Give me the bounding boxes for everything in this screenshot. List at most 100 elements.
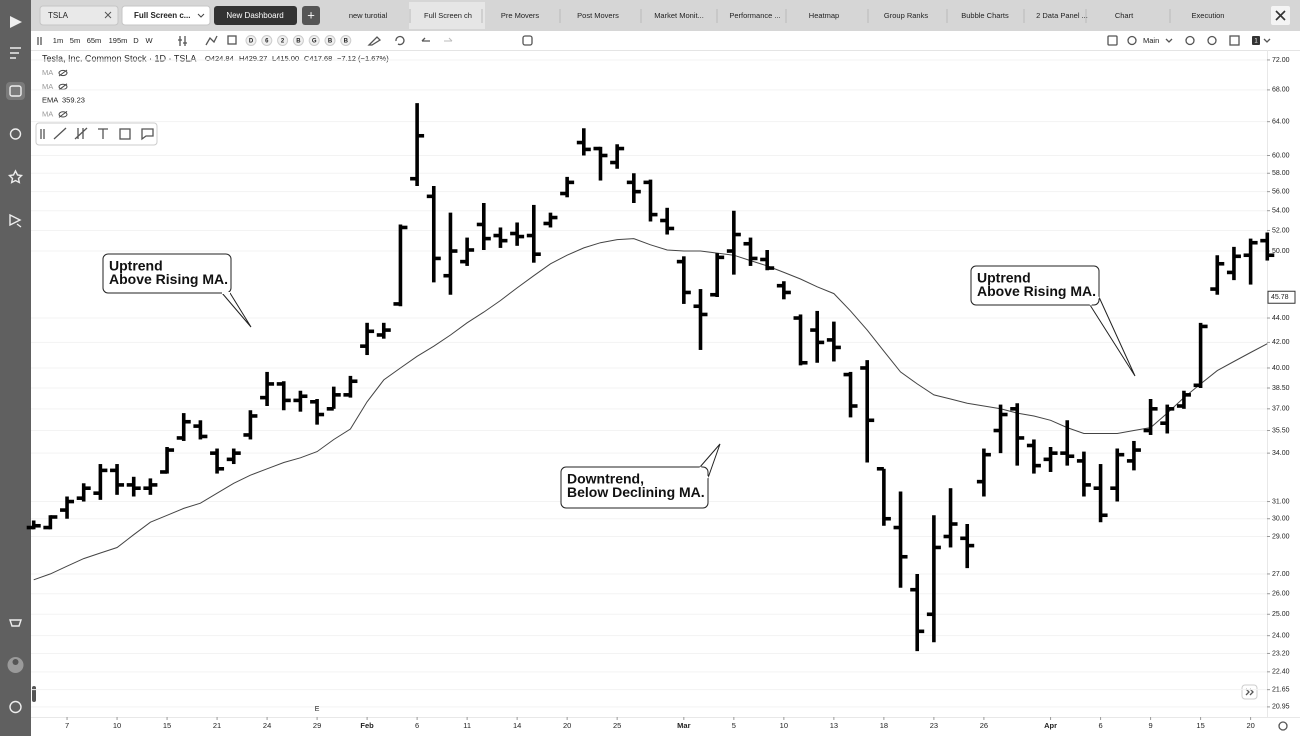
panel-grip[interactable] <box>32 686 36 702</box>
event-marker[interactable]: E <box>315 706 320 713</box>
add-tab-label[interactable]: + <box>307 7 315 22</box>
axis-settings-icon[interactable] <box>1278 721 1288 731</box>
menu-icon[interactable] <box>10 47 21 59</box>
badge[interactable] <box>277 35 289 46</box>
x-tick-label: 24 <box>263 721 271 730</box>
help-icon[interactable] <box>9 700 22 714</box>
school-icon[interactable] <box>9 619 22 627</box>
indicator-icon[interactable] <box>178 36 187 46</box>
legend-title: Tesla, Inc. Common Stock · 1D · TSLA <box>42 53 196 63</box>
camera-icon[interactable] <box>522 35 533 46</box>
last-price-box <box>1267 290 1296 304</box>
y-tick-label: 50.00 <box>1272 248 1290 255</box>
callout-tail <box>221 292 252 328</box>
callout-box[interactable] <box>102 253 232 294</box>
undo-icon[interactable] <box>421 37 430 42</box>
eye-icon[interactable] <box>58 69 68 77</box>
callout-box[interactable] <box>560 466 709 509</box>
new-dashboard-button[interactable] <box>214 6 297 25</box>
layout-select-icon[interactable] <box>1127 35 1137 46</box>
drag-handle[interactable] <box>37 37 42 45</box>
chevron[interactable] <box>1165 38 1173 43</box>
y-tick-label: 24.00 <box>1272 633 1290 640</box>
add-tab-button[interactable] <box>302 6 320 25</box>
draw-icon[interactable] <box>367 36 382 46</box>
legend-low: L415.00 <box>272 54 299 63</box>
line-tool[interactable] <box>53 127 67 140</box>
tab-label[interactable]: Bubble Charts <box>961 11 1009 20</box>
study-icon[interactable] <box>205 35 218 46</box>
rect-tool[interactable] <box>119 128 131 140</box>
y-tick-label: 27.00 <box>1272 571 1290 578</box>
badge[interactable] <box>292 35 304 46</box>
radar-icon[interactable] <box>9 128 22 140</box>
interval[interactable]: 1m <box>53 36 63 45</box>
tab-label[interactable]: Pre Movers <box>501 11 540 20</box>
logo[interactable] <box>10 16 22 28</box>
new-dashboard-label[interactable]: New Dashboard <box>226 11 283 20</box>
layout-icon[interactable] <box>1107 35 1118 46</box>
tab-label[interactable]: Post Movers <box>577 11 619 20</box>
tab-label[interactable]: 2 Data Panel ... <box>1036 11 1088 20</box>
layout-name[interactable]: Main <box>1143 36 1159 45</box>
search-icon[interactable] <box>1185 35 1195 46</box>
tab-label[interactable]: Group Ranks <box>884 11 928 20</box>
badge[interactable] <box>308 35 320 46</box>
badge[interactable] <box>245 35 257 46</box>
refresh-icon[interactable] <box>395 35 405 46</box>
y-tick-label: 44.00 <box>1272 315 1290 322</box>
y-tick-label: 23.20 <box>1272 650 1290 657</box>
callout-text: Below Declining MA. <box>567 484 705 500</box>
star-icon[interactable] <box>7 169 24 184</box>
callout-box[interactable] <box>970 265 1100 306</box>
y-tick-label: 52.00 <box>1272 227 1290 234</box>
y-tick-label: 25.00 <box>1272 611 1290 618</box>
study-value: 359.23 <box>62 96 85 105</box>
tab-label[interactable]: Full Screen ch <box>424 11 472 20</box>
interval[interactable]: D <box>133 36 139 45</box>
tab-label[interactable]: Execution <box>1192 11 1225 20</box>
symbol-input[interactable] <box>39 5 119 26</box>
layout-icon[interactable] <box>9 85 22 97</box>
symbol[interactable]: TSLA <box>48 11 69 20</box>
tab-label[interactable]: Heatmap <box>809 11 839 20</box>
fib-tool[interactable] <box>74 127 88 140</box>
badge[interactable] <box>340 35 352 46</box>
chevron[interactable] <box>1263 38 1271 43</box>
badge[interactable] <box>324 35 336 46</box>
eye-icon[interactable] <box>58 111 68 118</box>
count-badge[interactable] <box>1252 36 1260 45</box>
interval[interactable]: W <box>145 36 153 45</box>
clear-icon[interactable] <box>104 11 112 19</box>
grid-icon[interactable] <box>227 35 237 45</box>
badge[interactable] <box>261 35 273 46</box>
layout-tab[interactable] <box>121 5 211 26</box>
y-tick-label: 35.50 <box>1272 427 1290 434</box>
interval[interactable]: 5m <box>70 36 80 45</box>
interval[interactable]: 195m <box>109 36 128 45</box>
callout-tail <box>1089 296 1136 377</box>
send-icon[interactable] <box>9 213 22 228</box>
x-tick-label: 26 <box>980 721 988 730</box>
active-tab-bg <box>409 2 485 29</box>
settings-icon[interactable] <box>1207 35 1217 46</box>
x-tick-label: 9 <box>1149 721 1153 730</box>
callout-tool[interactable] <box>141 128 154 141</box>
legend-change: −7.12 (−1.67%) <box>337 54 389 63</box>
x-tick-label: 11 <box>463 721 471 730</box>
study-name: MA <box>42 82 53 91</box>
tab-label[interactable]: Performance ... <box>729 11 780 20</box>
badge-label: B <box>344 39 349 45</box>
layout-tab-label[interactable]: Full Screen c... <box>134 11 190 20</box>
y-tick-label: 42.00 <box>1272 339 1290 346</box>
redo-icon[interactable] <box>444 37 453 42</box>
drag-handle[interactable] <box>40 129 45 139</box>
tab-label[interactable]: new turotial <box>349 11 388 20</box>
callout-join <box>1089 296 1100 306</box>
fullscreen-icon[interactable] <box>1229 35 1240 46</box>
text-tool[interactable] <box>98 128 108 139</box>
tab-label[interactable]: Chart <box>1115 11 1134 20</box>
interval[interactable]: 65m <box>87 36 102 45</box>
tab-label[interactable]: Market Monit... <box>654 11 704 20</box>
y-tick-label: 37.00 <box>1272 406 1290 413</box>
